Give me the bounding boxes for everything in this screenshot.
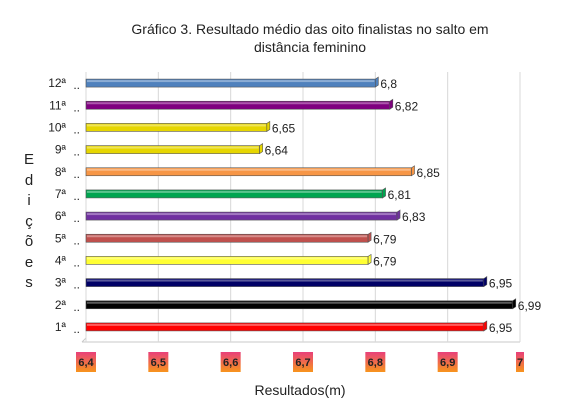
chart-title-line2: distância feminino (253, 39, 367, 55)
category-label: 6ª (55, 209, 67, 223)
category-label: 8ª (55, 165, 67, 179)
category-ellipsis: .. (73, 255, 80, 269)
bar-highlight (87, 301, 512, 304)
bar-value-label: 6,8 (380, 77, 397, 91)
bar-end-cap (483, 320, 488, 332)
bar-highlight (87, 323, 483, 326)
bar-end-cap (367, 231, 372, 243)
x-tick-label: 6,5 (151, 357, 166, 369)
x-tick-badge (293, 352, 313, 372)
bar-end-cap (483, 276, 488, 288)
bar-value-label: 6,64 (265, 144, 289, 158)
category-label: 3ª (55, 276, 67, 290)
y-axis-label-char: i (27, 192, 31, 209)
bar-value-label: 6,79 (373, 254, 397, 268)
bar-value-label: 6,95 (489, 321, 513, 335)
category-label: 9ª (55, 143, 67, 157)
bar-value-label: 6,65 (272, 121, 296, 135)
bar-highlight (87, 279, 483, 282)
category-ellipsis: .. (73, 167, 80, 181)
category-label: 2ª (55, 298, 67, 312)
category-ellipsis: .. (73, 300, 80, 314)
category-ellipsis: .. (73, 189, 80, 203)
bar-value-label: 6,85 (417, 166, 441, 180)
category-ellipsis: .. (73, 211, 80, 225)
bar-end-cap (389, 98, 394, 110)
category-ellipsis: .. (73, 278, 80, 292)
bar-value-label: 6,95 (489, 277, 513, 291)
category-ellipsis: .. (73, 100, 80, 114)
bar-end-cap (259, 143, 263, 155)
bar-value-label: 6,99 (518, 299, 542, 313)
category-label: 4ª (55, 253, 67, 267)
y-axis-label-char: E (23, 151, 34, 168)
x-tick-badge (220, 352, 241, 372)
bar-highlight (87, 235, 368, 238)
bar-highlight (87, 102, 389, 105)
x-tick-label: 6,6 (223, 357, 238, 369)
category-ellipsis: .. (73, 78, 80, 92)
y-axis-label-char: d (24, 171, 34, 189)
x-tick-label: 6,8 (368, 357, 383, 369)
bar-end-cap (375, 76, 379, 88)
y-axis-label-char: õ (24, 233, 34, 250)
x-tick-badge (148, 352, 169, 372)
bar-end-cap (411, 165, 415, 177)
bar-highlight (87, 168, 411, 171)
y-axis-label-char: e (24, 253, 34, 271)
bar-end-cap (382, 187, 386, 199)
category-label: 12ª (48, 76, 66, 90)
category-ellipsis: .. (73, 322, 80, 336)
y-axis-label-char: ç (25, 212, 33, 230)
floor-edge (81, 337, 87, 343)
bar-value-label: 6,82 (395, 99, 419, 113)
bar-highlight (87, 124, 266, 127)
category-ellipsis: .. (73, 122, 80, 136)
bar-highlight (87, 80, 375, 83)
category-ellipsis: .. (73, 145, 80, 159)
bar-highlight (87, 146, 259, 149)
bar-end-cap (367, 253, 372, 265)
x-tick-label: 7 (517, 357, 523, 369)
bar-end-cap (396, 209, 401, 221)
x-tick-label: 6,9 (440, 357, 455, 369)
bar-value-label: 6,83 (402, 210, 426, 224)
bar-highlight (87, 190, 382, 193)
bar-end-cap (512, 298, 517, 310)
category-label: 1ª (55, 320, 67, 334)
x-axis-label: Resultados(m) (254, 382, 346, 398)
category-label: 5ª (55, 231, 67, 245)
bar-end-cap (266, 120, 271, 132)
x-tick-badge (76, 352, 96, 372)
chart-title-line1: Gráfico 3. Resultado médio das oito fina… (131, 21, 489, 37)
x-tick-label: 6,4 (78, 357, 94, 369)
category-ellipsis: .. (73, 233, 80, 247)
x-tick-badge (516, 352, 524, 372)
x-tick-badge (365, 352, 386, 372)
x-tick-label: 6,7 (295, 357, 310, 369)
bar-highlight (87, 213, 397, 216)
category-label: 10ª (48, 120, 66, 134)
bar-value-label: 6,79 (373, 232, 397, 246)
x-tick-badge (437, 352, 458, 372)
bar-highlight (87, 257, 368, 260)
y-axis-label-char: s (25, 274, 33, 291)
category-label: 7ª (55, 187, 67, 201)
chart-title: Gráfico 3. Resultado médio das oito fina… (90, 20, 530, 56)
bar-value-label: 6,81 (388, 188, 412, 202)
category-label: 11ª (49, 98, 66, 112)
